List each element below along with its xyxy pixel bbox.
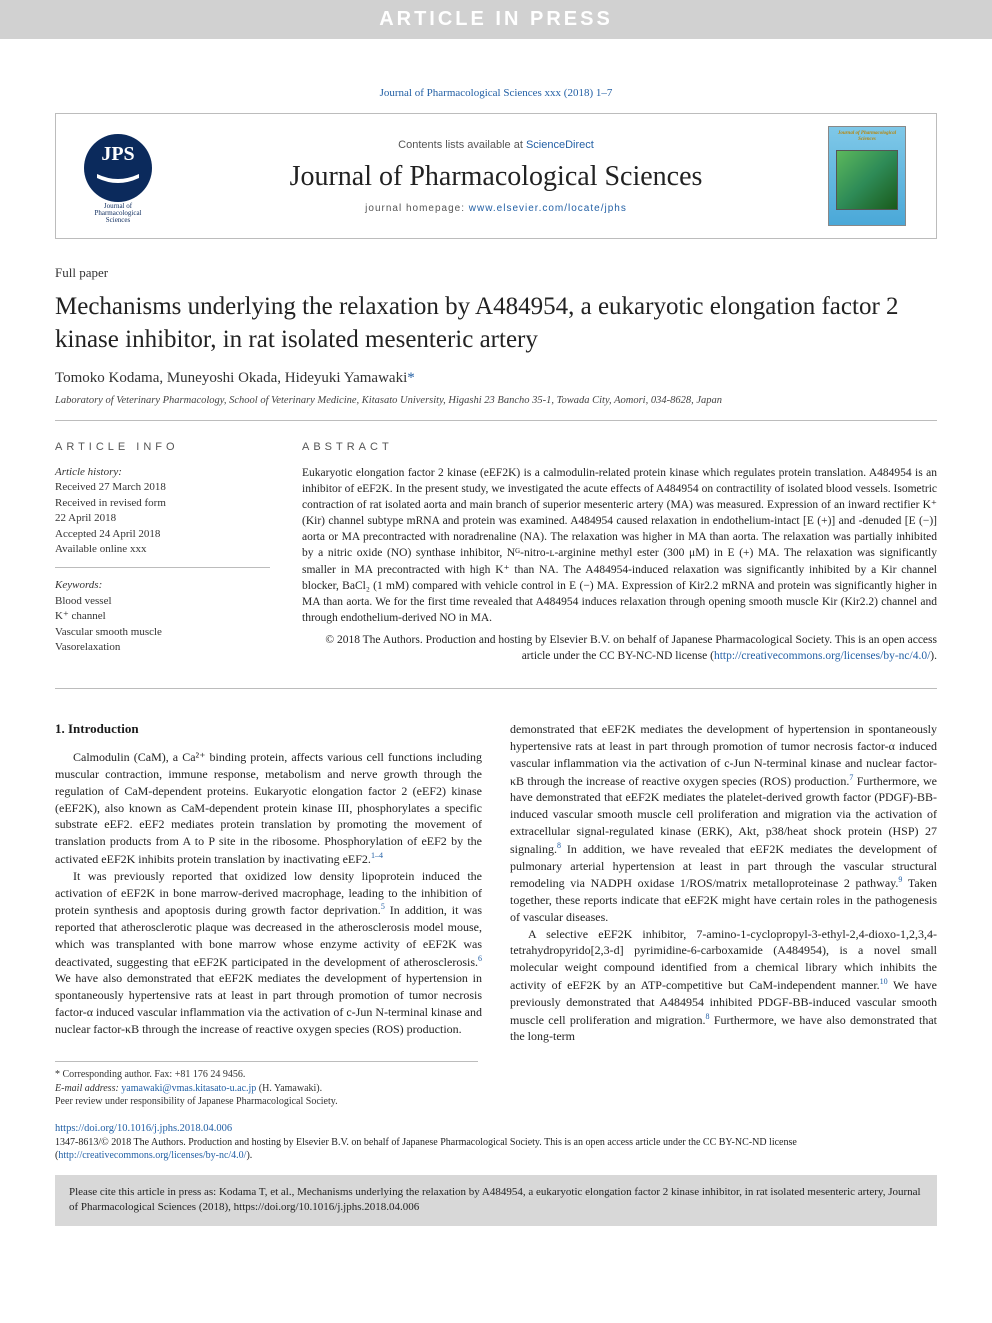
email-tail: (H. Yamawaki). [256, 1083, 322, 1094]
keyword: Vascular smooth muscle [55, 625, 270, 640]
intro-para-2-cont: demonstrated that eEF2K mediates the dev… [510, 721, 937, 926]
svg-text:JPS: JPS [101, 143, 134, 165]
history-line: Received 27 March 2018 [55, 480, 270, 495]
keyword: Blood vessel [55, 594, 270, 609]
email-link[interactable]: yamawaki@vmas.kitasato-u.ac.jp [121, 1083, 256, 1094]
footer-close: ). [246, 1150, 252, 1161]
contents-prefix: Contents lists available at [398, 139, 526, 151]
authors-names: Tomoko Kodama, Muneyoshi Okada, Hideyuki… [55, 370, 407, 386]
cite-as-box: Please cite this article in press as: Ko… [55, 1175, 937, 1226]
homepage-label: journal homepage: [365, 203, 469, 214]
peer-review-footnote: Peer review under responsibility of Japa… [55, 1095, 478, 1109]
cc-license-link[interactable]: http://creativecommons.org/licenses/by-n… [714, 650, 930, 662]
para-text: We have also demonstrated that eEF2K med… [55, 971, 482, 1035]
jps-logo-icon: JPS since 1951 Journal of Pharmacologica… [79, 130, 157, 222]
keyword: Vasorelaxation [55, 640, 270, 655]
issue-link[interactable]: Journal of Pharmacological Sciences xxx … [380, 87, 613, 99]
intro-para-1: Calmodulin (CaM), a Ca²⁺ binding protein… [55, 749, 482, 868]
doi-line: https://doi.org/10.1016/j.jphs.2018.04.0… [55, 1123, 937, 1134]
corresponding-footnote: * Corresponding author. Fax: +81 176 24 … [55, 1068, 478, 1082]
footer-license: 1347-8613/© 2018 The Authors. Production… [55, 1136, 937, 1163]
history-line: 22 April 2018 [55, 511, 270, 526]
email-footnote: E-mail address: yamawaki@vmas.kitasato-u… [55, 1082, 478, 1096]
abstract-heading: ABSTRACT [302, 441, 937, 453]
history-line: Accepted 24 April 2018 [55, 527, 270, 542]
copyright-close: ). [930, 650, 937, 662]
citation-ref[interactable]: 10 [880, 977, 888, 986]
homepage-link[interactable]: www.elsevier.com/locate/jphs [469, 203, 627, 214]
doi-link[interactable]: https://doi.org/10.1016/j.jphs.2018.04.0… [55, 1123, 232, 1134]
in-press-banner: ARTICLE IN PRESS [0, 0, 992, 39]
contents-available-line: Contents lists available at ScienceDirec… [180, 139, 812, 151]
history-head: Article history: [55, 465, 270, 480]
journal-name: Journal of Pharmacological Sciences [180, 161, 812, 193]
para-text: Calmodulin (CaM), a Ca²⁺ binding protein… [55, 750, 482, 866]
affiliation: Laboratory of Veterinary Pharmacology, S… [55, 395, 937, 421]
intro-para-2: It was previously reported that oxidized… [55, 868, 482, 1038]
abstract-copyright: © 2018 The Authors. Production and hosti… [302, 632, 937, 664]
journal-header-box: JPS since 1951 Journal of Pharmacologica… [55, 113, 937, 239]
svg-text:since 1951: since 1951 [103, 172, 133, 178]
intro-para-3: A selective eEF2K inhibitor, 7-amino-1-c… [510, 926, 937, 1046]
authors-line: Tomoko Kodama, Muneyoshi Okada, Hideyuki… [55, 370, 937, 387]
journal-homepage-line: journal homepage: www.elsevier.com/locat… [180, 203, 812, 214]
sciencedirect-link[interactable]: ScienceDirect [526, 139, 594, 151]
keywords-head: Keywords: [55, 578, 270, 593]
article-type: Full paper [55, 265, 937, 281]
footnotes-block: * Corresponding author. Fax: +81 176 24 … [55, 1061, 478, 1109]
article-title: Mechanisms underlying the relaxation by … [55, 291, 937, 356]
journal-cover-icon: Journal of Pharmacological Sciences [828, 126, 906, 226]
keyword: K⁺ channel [55, 609, 270, 624]
abstract-text: Eukaryotic elongation factor 2 kinase (e… [302, 465, 937, 626]
history-line: Available online xxx [55, 542, 270, 557]
footer-cc-link[interactable]: http://creativecommons.org/licenses/by-n… [58, 1150, 246, 1161]
para-text: A selective eEF2K inhibitor, 7-amino-1-c… [510, 927, 937, 992]
history-line: Received in revised form [55, 496, 270, 511]
email-label: E-mail address: [55, 1083, 121, 1094]
article-info-heading: ARTICLE INFO [55, 441, 270, 453]
citation-ref[interactable]: 6 [478, 954, 482, 963]
intro-heading: 1. Introduction [55, 721, 482, 737]
citation-ref[interactable]: 1–4 [371, 851, 383, 860]
corresponding-mark: * [407, 370, 415, 386]
cover-title: Journal of Pharmacological Sciences [833, 131, 901, 142]
issue-link-line: Journal of Pharmacological Sciences xxx … [55, 87, 937, 99]
svg-text:Sciences: Sciences [106, 216, 131, 222]
cover-image-icon [836, 150, 898, 210]
para-text: In addition, we have revealed that eEF2K… [510, 842, 937, 891]
